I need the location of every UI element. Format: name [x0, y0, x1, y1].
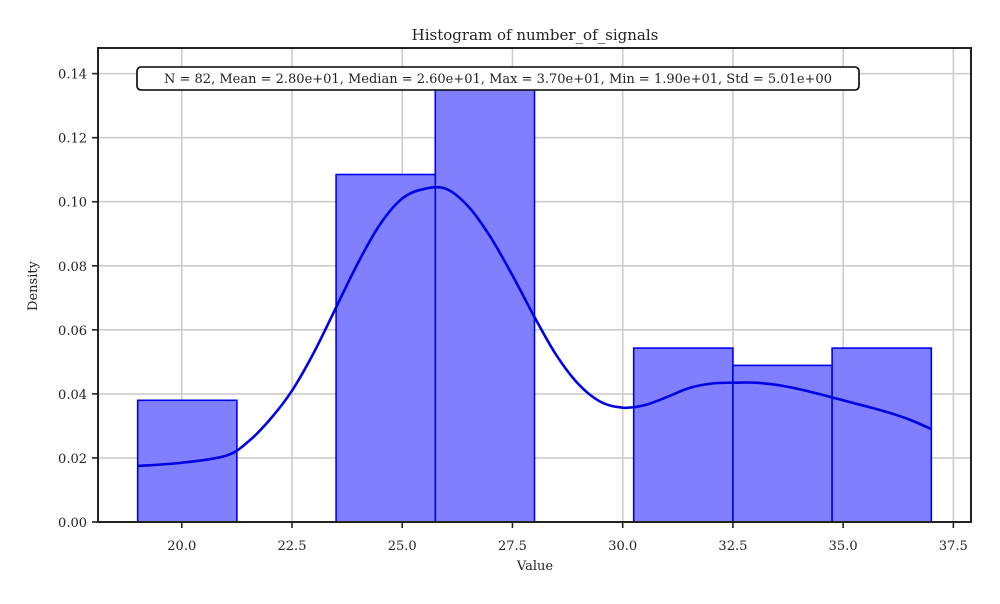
histogram-bar — [632, 347, 734, 523]
x-tick-label: 30.0 — [608, 539, 637, 554]
y-tick-label: 0.12 — [58, 132, 87, 147]
chart-title: Histogram of number_of_signals — [412, 26, 659, 44]
stats-annotation-box — [136, 66, 860, 91]
histogram-bar — [831, 347, 933, 523]
stats-annotation-text: N = 82, Mean = 2.80e+01, Median = 2.60e+… — [164, 72, 832, 87]
y-tick-label: 0.06 — [58, 324, 87, 339]
y-tick-label: 0.04 — [58, 388, 87, 403]
axes-layer — [97, 47, 972, 523]
y-tick-label: 0.00 — [58, 516, 87, 531]
x-tick-label: 22.5 — [278, 539, 307, 554]
kde-layer — [137, 185, 932, 468]
x-tick-label: 25.0 — [388, 539, 417, 554]
histogram-bar — [434, 85, 536, 523]
x-axis-label: Value — [516, 559, 553, 574]
y-tick-label: 0.10 — [58, 196, 87, 211]
plot-frame — [97, 47, 972, 523]
x-tick-label: 27.5 — [498, 539, 527, 554]
y-tick-label: 0.14 — [58, 68, 87, 83]
x-tick-label: 37.5 — [939, 539, 968, 554]
histogram-bar — [335, 173, 437, 523]
y-axis-label: Density — [26, 260, 41, 311]
bars-layer — [136, 85, 933, 523]
y-tick-label: 0.08 — [58, 260, 87, 275]
histogram-bar — [732, 364, 833, 523]
y-tick-label: 0.02 — [58, 452, 87, 467]
x-tick-label: 35.0 — [829, 539, 858, 554]
stats-annotation: N = 82, Mean = 2.80e+01, Median = 2.60e+… — [136, 66, 860, 91]
ticks-layer: 20.0 22.5 25.0 27.5 30.0 32.5 35.0 37.5 0.00 0.02… — [58, 68, 968, 554]
kde-line — [137, 185, 932, 468]
x-tick-label: 32.5 — [718, 539, 747, 554]
x-tick-label: 20.0 — [167, 539, 196, 554]
